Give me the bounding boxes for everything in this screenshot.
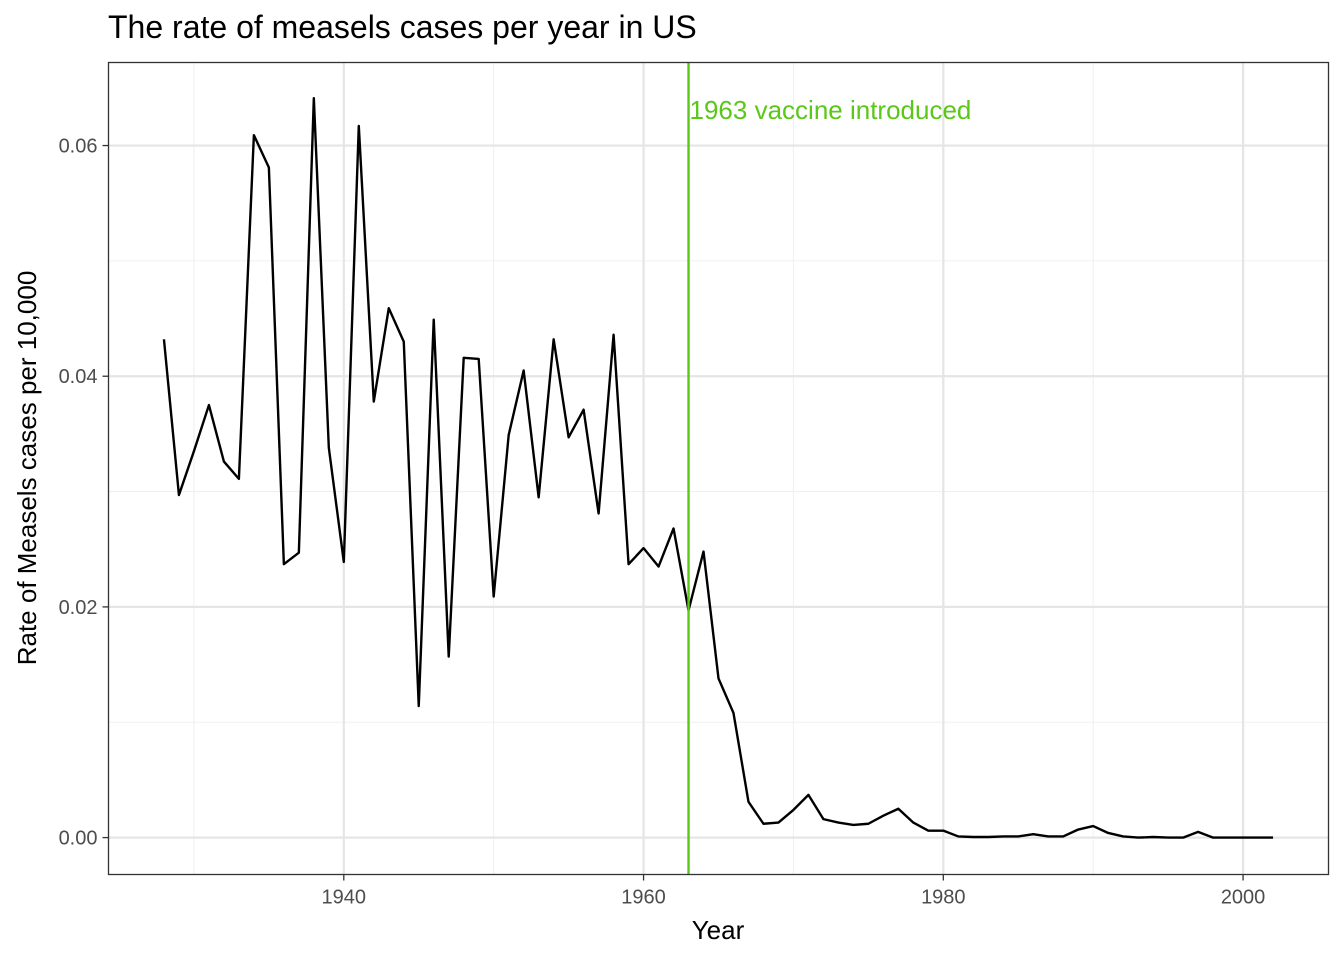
chart-title: The rate of measels cases per year in US (108, 9, 697, 45)
y-axis: 0.00 0.02 0.04 0.06 (59, 136, 109, 850)
x-tick-label: 1980 (921, 887, 966, 909)
measles-rate-line (162, 97, 1274, 839)
y-tick-label: 0.00 (59, 828, 98, 850)
data-series (162, 97, 1274, 839)
x-tick-label: 2000 (1221, 887, 1266, 909)
y-tick-label: 0.04 (59, 366, 98, 388)
x-axis: 1940 1960 1980 2000 (322, 874, 1266, 909)
y-axis-title: Rate of Measels cases per 10,000 (12, 271, 42, 666)
annotation-layer: 1963 vaccine introduced (687, 62, 972, 875)
x-axis-title: Year (692, 915, 745, 945)
y-tick-label: 0.02 (59, 597, 98, 619)
vaccine-introduced-label: 1963 vaccine introduced (690, 95, 972, 125)
y-tick-label: 0.06 (59, 136, 98, 158)
plot-panel (107, 61, 1330, 876)
x-tick-label: 1940 (322, 887, 367, 909)
x-tick-label: 1960 (621, 887, 666, 909)
grid (108, 62, 1329, 875)
